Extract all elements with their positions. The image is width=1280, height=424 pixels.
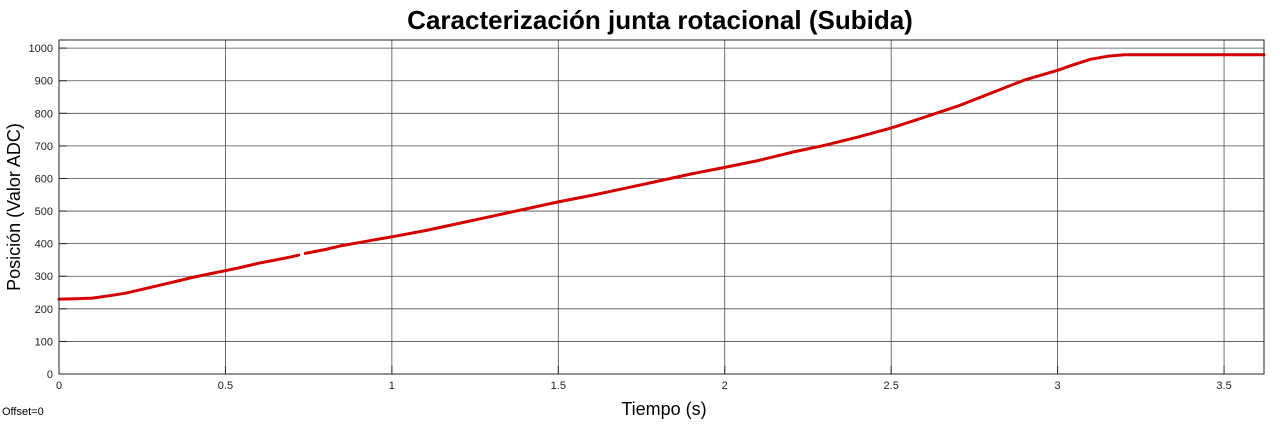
y-tick-label: 200 (35, 304, 53, 316)
chart-title: Caracterización junta rotacional (Subida… (407, 5, 913, 35)
x-tick-label: 1 (389, 380, 395, 392)
x-tick-label: 1.5 (551, 380, 566, 392)
y-tick-label: 800 (35, 108, 53, 120)
series-lines (57, 53, 1266, 301)
y-tick-label: 500 (35, 206, 53, 218)
x-tick-label: 2.5 (884, 380, 899, 392)
series-line (57, 253, 301, 301)
y-tick-label: 900 (35, 76, 53, 88)
y-tick-label: 700 (35, 141, 53, 153)
y-axis-ticks: 0 100 200 300 400 500 600 700 800 900 1000 (29, 43, 67, 381)
x-tick-label: 3.5 (1216, 380, 1231, 392)
x-tick-label: 0 (56, 380, 62, 392)
offset-label: Offset=0 (2, 406, 44, 418)
x-axis-label: Tiempo (s) (621, 399, 706, 419)
x-axis-ticks: 0 0.5 1 1.5 2 2.5 3 3.5 (56, 366, 1232, 392)
x-tick-label: 2 (722, 380, 728, 392)
y-tick-label: 100 (35, 336, 53, 348)
plot-area (59, 40, 1264, 374)
y-tick-label: 1000 (29, 43, 53, 55)
y-tick-label: 600 (35, 173, 53, 185)
plot-frame (58, 39, 1265, 375)
x-tick-label: 0.5 (218, 380, 233, 392)
series-line (303, 53, 1266, 255)
y-tick-label: 300 (35, 271, 53, 283)
grid-lines (59, 40, 1264, 374)
y-tick-label: 400 (35, 239, 53, 251)
y-axis-label: Posición (Valor ADC) (4, 123, 24, 291)
x-tick-label: 3 (1055, 380, 1061, 392)
y-tick-label: 0 (47, 369, 53, 381)
